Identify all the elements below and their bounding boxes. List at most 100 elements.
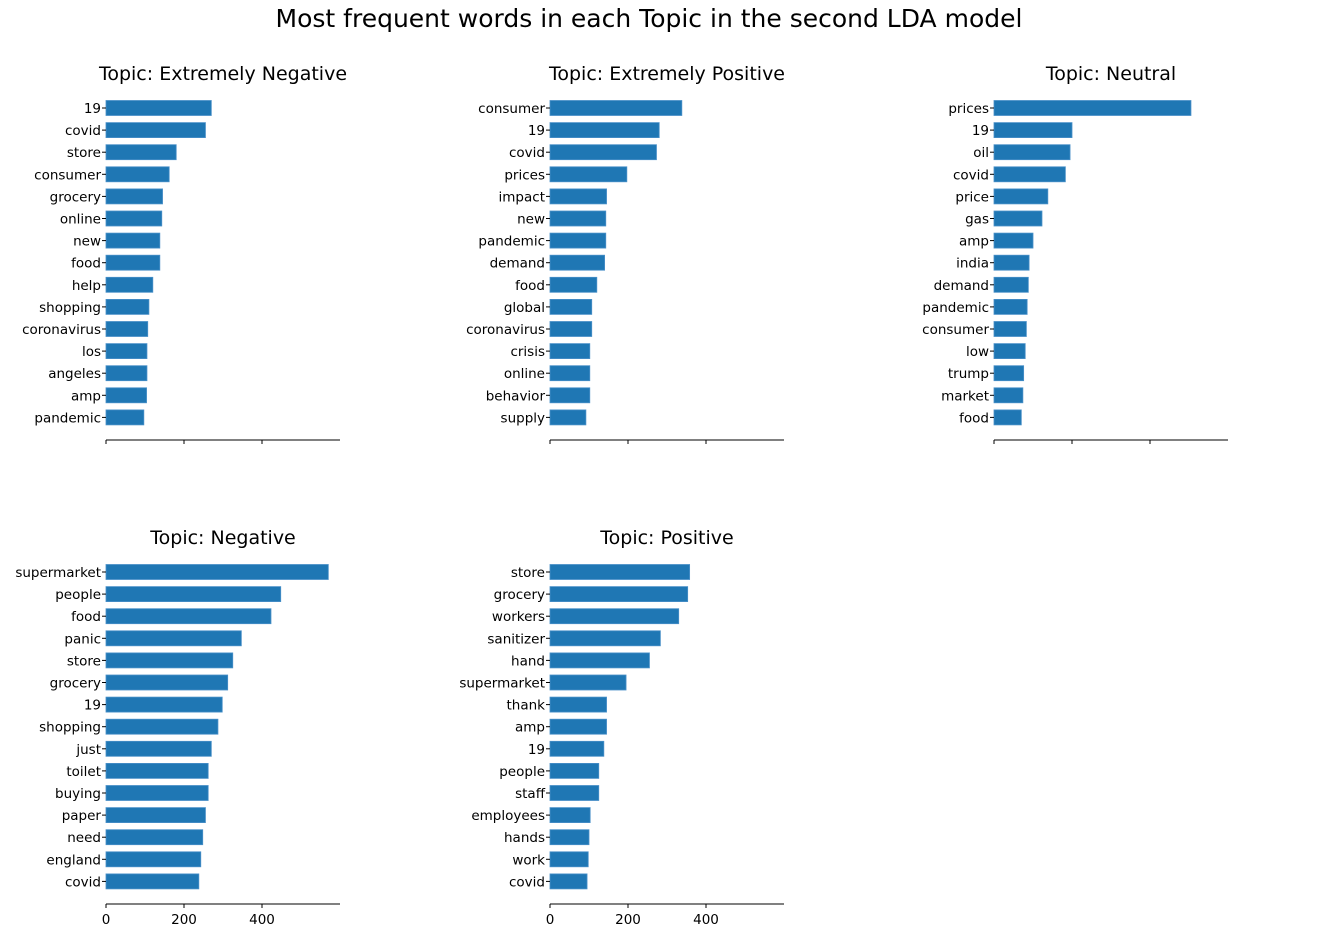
category-label: prices (504, 167, 545, 183)
bar-online (549, 365, 591, 382)
category-label: demand (934, 278, 989, 294)
bar-employees (549, 807, 591, 823)
x-tick-label: 400 (249, 912, 275, 928)
bar-online (105, 210, 163, 227)
bar-supply (549, 409, 587, 426)
bar-panic (105, 630, 242, 647)
bar-pandemic (993, 298, 1028, 315)
bar-19 (105, 100, 212, 116)
category-label: just (75, 742, 101, 758)
bar-covid (105, 873, 200, 890)
category-label: toilet (66, 764, 101, 780)
category-label: crisis (510, 344, 545, 360)
bar-help (105, 276, 154, 293)
category-label: low (966, 344, 989, 360)
category-label: prices (948, 101, 989, 117)
bar-work (549, 851, 589, 868)
bar-sanitizer (549, 630, 661, 647)
bar-coronavirus (105, 321, 149, 337)
category-label: supply (501, 410, 545, 426)
category-label: demand (490, 256, 545, 272)
bar-new (105, 232, 161, 249)
bar-staff (549, 785, 600, 801)
bar-covid (105, 122, 206, 138)
category-label: online (60, 212, 101, 228)
bar-19 (549, 122, 660, 138)
category-label: employees (471, 808, 545, 824)
bar-england (105, 851, 202, 868)
category-label: india (956, 256, 989, 272)
panel-title: Topic: Extremely Negative (98, 63, 347, 85)
bar-grocery (105, 674, 229, 691)
category-label: price (955, 189, 989, 205)
category-label: store (67, 653, 101, 669)
category-label: shopping (39, 720, 101, 736)
bar-shopping (105, 718, 219, 735)
category-label: shopping (39, 300, 101, 316)
category-label: angeles (48, 366, 101, 382)
category-label: 19 (528, 123, 545, 139)
bar-demand (993, 276, 1029, 293)
bar-covid (549, 873, 588, 890)
category-label: trump (948, 366, 989, 382)
category-label: new (73, 234, 101, 250)
panel-extremely-negative: Topic: Extremely Negative 19 covid store con… (22, 63, 347, 444)
bar-low (993, 343, 1026, 360)
category-label: work (512, 852, 545, 868)
category-label: hand (511, 653, 545, 669)
category-label: thank (507, 698, 546, 714)
bar-trump (993, 365, 1025, 382)
bar-amp (993, 232, 1034, 249)
category-label: grocery (50, 676, 101, 692)
category-label: new (517, 212, 545, 228)
category-label: pandemic (922, 300, 989, 316)
category-label: los (82, 344, 101, 360)
category-label: food (959, 410, 989, 426)
category-label: covid (65, 123, 101, 139)
category-label: supermarket (15, 565, 101, 581)
bar-gas (993, 210, 1043, 227)
category-label: coronavirus (22, 322, 101, 338)
bar-just (105, 740, 212, 757)
category-label: pandemic (478, 234, 545, 250)
category-label: hands (504, 830, 545, 846)
x-tick-label: 0 (546, 912, 555, 928)
category-label: 19 (84, 698, 101, 714)
category-label: gas (965, 212, 989, 228)
bar-workers (549, 608, 680, 625)
bar-shopping (105, 298, 150, 315)
category-label: sanitizer (487, 631, 545, 647)
category-label: paper (62, 808, 102, 824)
category-label: impact (499, 189, 545, 205)
category-label: covid (953, 167, 989, 183)
bar-buying (105, 785, 209, 801)
x-tick-label: 200 (171, 912, 197, 928)
category-label: 19 (528, 742, 545, 758)
category-label: global (504, 300, 545, 316)
bar-store (549, 564, 691, 580)
category-label: pandemic (34, 410, 101, 426)
bar-store (105, 144, 177, 161)
bar-19 (105, 696, 223, 713)
category-label: grocery (50, 189, 101, 205)
category-label: workers (492, 609, 545, 625)
bar-covid (993, 166, 1066, 183)
category-label: help (72, 278, 101, 294)
bar-paper (105, 807, 206, 823)
bar-angeles (105, 365, 148, 382)
bar-india (993, 254, 1030, 271)
bar-thank (549, 696, 607, 713)
bar-people (105, 586, 282, 602)
category-label: oil (973, 145, 989, 161)
panel-title: Topic: Positive (599, 527, 733, 549)
bar-hand (549, 652, 650, 669)
bar-impact (549, 188, 607, 205)
category-label: covid (509, 145, 545, 161)
bar-new (549, 210, 607, 227)
category-label: consumer (34, 167, 101, 183)
category-label: amp (959, 234, 989, 250)
bar-grocery (105, 188, 163, 205)
x-tick-label: 0 (102, 912, 111, 928)
